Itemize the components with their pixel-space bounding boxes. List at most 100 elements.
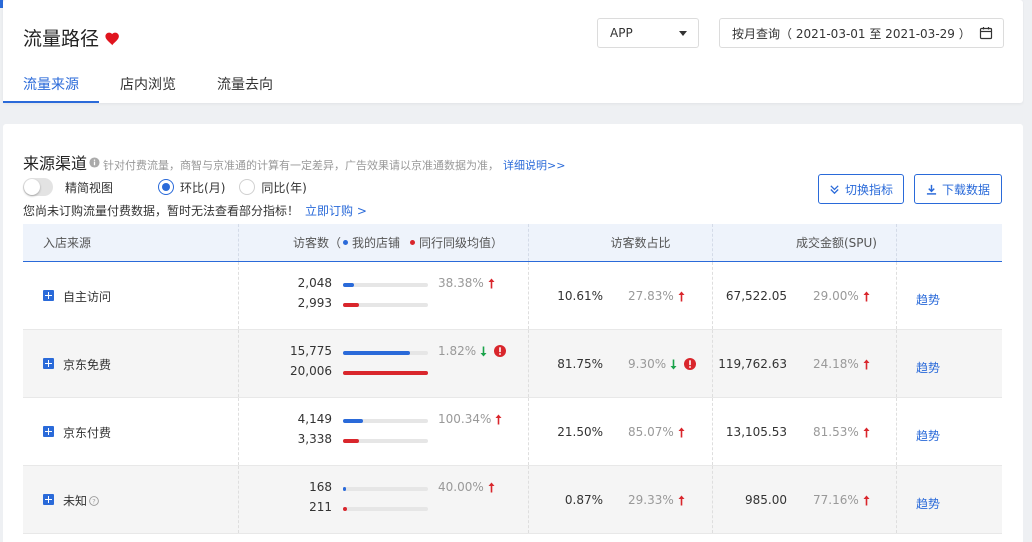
source-name-text: 京东付费 xyxy=(63,426,112,440)
gmv-change: 81.53% xyxy=(813,425,870,439)
trend-link[interactable]: 趋势 xyxy=(916,293,941,307)
section-note: 针对付费流量，商智与京准通的计算有一定差异，广告效果请以京准通数据为准， xyxy=(103,159,500,172)
visitor-change: 38.38% xyxy=(438,276,495,290)
date-range-picker[interactable]: 按月查询（ 2021-03-01 至 2021-03-29 ） xyxy=(719,18,1004,48)
header-share: 访客数占比 xyxy=(529,224,713,261)
peer-avg-bar xyxy=(343,303,428,307)
cell-share: 10.61% 27.83% xyxy=(529,262,713,329)
arrow-up-icon xyxy=(488,482,495,492)
peer-avg-bar-fill xyxy=(343,371,428,375)
help-icon[interactable]: ? xyxy=(89,495,99,506)
share-change: 29.33% xyxy=(628,493,685,507)
mom-radio[interactable] xyxy=(158,179,175,195)
platform-select[interactable]: APP xyxy=(597,18,699,48)
peer-avg-bar-fill xyxy=(343,439,360,443)
switch-metrics-button[interactable]: 切换指标 xyxy=(818,174,904,204)
tab-traffic-destination[interactable]: 流量去向 xyxy=(217,77,273,93)
warning-icon[interactable] xyxy=(684,358,697,370)
share-change-value: 9.30% xyxy=(628,357,667,371)
mom-label: 环比(月) xyxy=(180,180,226,195)
expand-plus-icon[interactable] xyxy=(43,290,54,301)
info-icon[interactable] xyxy=(89,156,100,168)
table-row: 京东付费 4,149 3,338 100.34% 21.50% 85.07% 13,105.… xyxy=(23,398,1002,466)
subscription-notice: 您尚未订购流量付费数据，暂时无法查看部分指标！ 立即订购 > xyxy=(23,202,367,219)
source-name-text: 未知 xyxy=(63,494,88,508)
toggle-knob xyxy=(24,179,40,195)
visitor-share: 0.87% xyxy=(564,493,603,507)
left-edge-accent xyxy=(0,0,3,8)
header-actions xyxy=(897,224,1002,261)
visitor-share: 21.50% xyxy=(557,425,603,439)
gmv-change-value: 77.16% xyxy=(813,493,859,507)
my-shop-bar xyxy=(343,351,428,355)
tab-bar: 流量来源 店内浏览 流量去向 xyxy=(3,66,314,103)
cell-gmv: 119,762.63 24.18% xyxy=(713,330,897,397)
header-source: 入店来源 xyxy=(23,224,239,261)
trend-link[interactable]: 趋势 xyxy=(916,361,941,375)
arrow-up-icon xyxy=(488,278,495,288)
peer-avg-visitors: 2,993 xyxy=(297,296,332,310)
download-data-label: 下载数据 xyxy=(941,182,990,197)
table-row: 未知? 168 211 40.00% 0.87% 29.33% 985.00 77.16% 趋势 xyxy=(23,466,1002,534)
source-name-text: 京东免费 xyxy=(63,358,112,372)
visitor-share: 81.75% xyxy=(557,357,603,371)
visitor-change-value: 40.00% xyxy=(438,480,484,494)
download-data-button[interactable]: 下载数据 xyxy=(914,174,1002,204)
my-shop-visitors: 168 xyxy=(309,480,332,494)
visitor-change: 40.00% xyxy=(438,480,495,494)
simple-view-label: 精简视图 xyxy=(65,180,114,195)
source-name: 自主访问 xyxy=(63,288,111,305)
my-shop-bar-fill xyxy=(343,351,411,355)
arrow-up-icon xyxy=(678,495,685,505)
cell-visitors: 168 211 40.00% xyxy=(239,466,529,533)
expand-plus-icon[interactable] xyxy=(43,494,54,505)
header-visitors: 访客数（ 我的店铺 同行同级均值） xyxy=(239,224,529,261)
trend-link[interactable]: 趋势 xyxy=(916,497,941,511)
arrow-up-icon xyxy=(863,427,870,437)
arrow-down-icon xyxy=(480,346,487,356)
source-name: 京东付费 xyxy=(63,424,111,441)
source-name-text: 自主访问 xyxy=(63,290,112,304)
view-options: 精简视图 环比(月) 同比(年) xyxy=(23,178,321,196)
peer-avg-bar xyxy=(343,507,428,511)
cell-gmv: 13,105.53 81.53% xyxy=(713,398,897,465)
my-shop-visitors: 4,149 xyxy=(297,412,332,426)
simple-view-toggle[interactable] xyxy=(23,178,53,196)
expand-plus-icon[interactable] xyxy=(43,358,54,369)
header-source-label: 入店来源 xyxy=(43,236,92,250)
legend-dot-peer xyxy=(410,240,416,245)
subscribe-link[interactable]: 立即订购 > xyxy=(305,204,367,218)
cell-gmv: 985.00 77.16% xyxy=(713,466,897,533)
detail-link[interactable]: 详细说明>> xyxy=(503,159,566,172)
gmv-change-value: 29.00% xyxy=(813,289,859,303)
legend-peer-avg: 同行同级均值 xyxy=(419,236,492,250)
cell-share: 21.50% 85.07% xyxy=(529,398,713,465)
yoy-radio[interactable] xyxy=(239,179,256,195)
cell-source: 自主访问 xyxy=(23,262,239,329)
warning-icon[interactable] xyxy=(494,345,507,357)
cell-actions: 趋势 xyxy=(897,466,1002,533)
cell-share: 81.75% 9.30% xyxy=(529,330,713,397)
share-change-value: 29.33% xyxy=(628,493,674,507)
my-shop-visitors: 2,048 xyxy=(297,276,332,290)
my-shop-bar-fill xyxy=(343,283,355,287)
tab-traffic-source[interactable]: 流量来源 xyxy=(3,66,99,103)
tab-in-store-browse[interactable]: 店内浏览 xyxy=(120,77,176,93)
arrow-up-icon xyxy=(863,495,870,505)
trend-link[interactable]: 趋势 xyxy=(916,429,941,443)
arrow-down-icon xyxy=(670,359,677,369)
visitor-change: 1.82% xyxy=(438,344,507,358)
right-edge xyxy=(1024,0,1032,542)
cell-source: 未知? xyxy=(23,466,239,533)
date-range-value: 按月查询（ 2021-03-01 至 2021-03-29 ） xyxy=(732,26,971,41)
legend-my-shop: 我的店铺 xyxy=(352,236,401,250)
legend-dot-my-shop xyxy=(343,240,349,245)
expand-plus-icon[interactable] xyxy=(43,426,54,437)
gmv-amount: 13,105.53 xyxy=(725,425,787,439)
share-change-value: 85.07% xyxy=(628,425,674,439)
visitor-change-value: 38.38% xyxy=(438,276,484,290)
source-name: 未知? xyxy=(63,492,99,509)
share-change: 9.30% xyxy=(628,357,697,371)
arrow-up-icon xyxy=(678,427,685,437)
table-header: 入店来源 访客数（ 我的店铺 同行同级均值） 访客数占比 成交金额(SPU) xyxy=(23,224,1002,262)
